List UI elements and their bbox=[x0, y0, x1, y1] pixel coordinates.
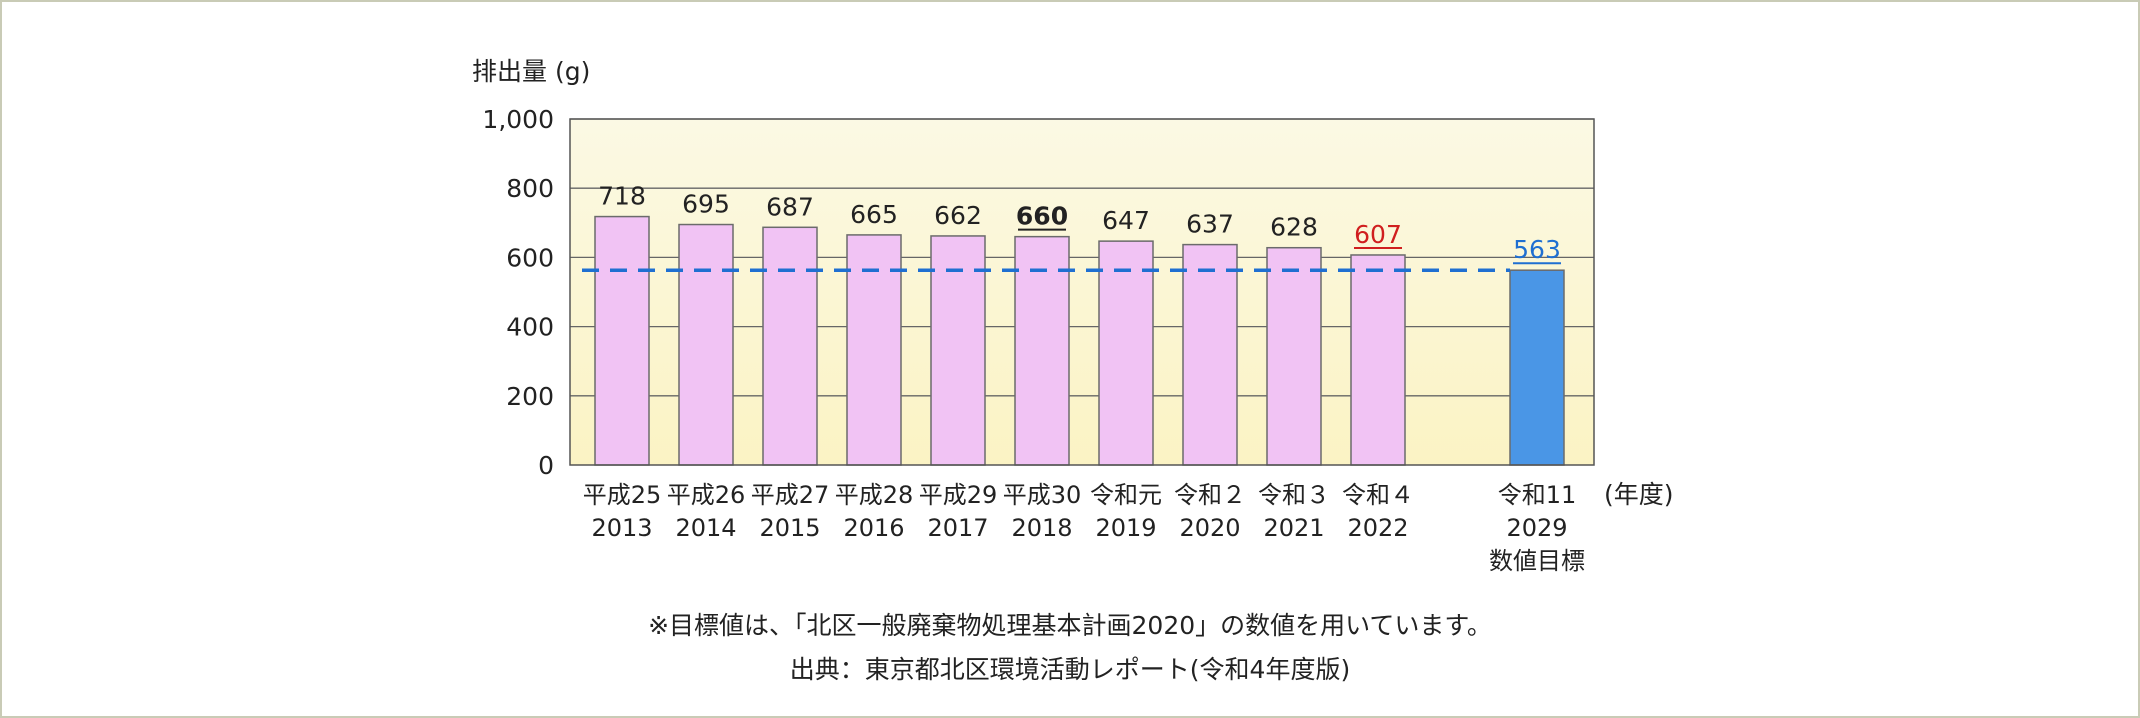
data-label: 628 bbox=[1270, 213, 1318, 242]
x-tick-label: 2017 bbox=[927, 514, 988, 542]
y-tick-label: 200 bbox=[506, 382, 554, 411]
footnote: ※目標値は、「北区一般廃棄物処理基本計画2020」の数値を用いています。 bbox=[648, 611, 1492, 640]
bar bbox=[1182, 243, 1238, 466]
target-bar bbox=[1509, 269, 1565, 466]
x-tick-label: 2020 bbox=[1179, 514, 1240, 542]
bar bbox=[1266, 246, 1322, 466]
x-tick-label: 平成29 bbox=[919, 481, 998, 509]
data-label: 687 bbox=[766, 192, 814, 221]
data-label: 647 bbox=[1102, 206, 1150, 235]
x-tick-label: 令和２ bbox=[1174, 481, 1246, 509]
data-label: 665 bbox=[850, 200, 898, 229]
bar bbox=[1098, 240, 1154, 466]
y-axis-title: 排出量 (g) bbox=[472, 57, 590, 86]
x-tick-label: 2022 bbox=[1347, 514, 1408, 542]
data-label: 607 bbox=[1354, 220, 1402, 249]
x-tick-label: 2015 bbox=[759, 514, 820, 542]
bar bbox=[930, 235, 986, 466]
bar bbox=[594, 215, 650, 466]
x-tick-label: 令和４ bbox=[1342, 481, 1414, 509]
x-tick-label: 平成27 bbox=[751, 481, 830, 509]
x-tick-label: 2021 bbox=[1263, 514, 1324, 542]
x-tick-label: 平成30 bbox=[1003, 481, 1082, 509]
data-label: 563 bbox=[1513, 235, 1561, 264]
y-tick-label: 400 bbox=[506, 313, 554, 342]
plot-area bbox=[570, 119, 1594, 465]
x-tick-label: 平成25 bbox=[583, 481, 662, 509]
x-tick-label: 平成28 bbox=[835, 481, 914, 509]
x-tick-label: 2016 bbox=[843, 514, 904, 542]
bar bbox=[1350, 254, 1406, 466]
x-tick-label: 令和元 bbox=[1090, 481, 1162, 509]
plot-border bbox=[569, 118, 1595, 466]
bar bbox=[678, 223, 734, 466]
bar bbox=[762, 226, 818, 466]
x-tick-label: 令和11 bbox=[1498, 481, 1577, 509]
y-tick-label: 600 bbox=[506, 243, 554, 272]
source-note: 出典：東京都北区環境活動レポート(令和4年度版) bbox=[789, 655, 1351, 684]
bar bbox=[846, 234, 902, 466]
x-axis-title: (年度) bbox=[1604, 480, 1674, 509]
data-label: 695 bbox=[682, 190, 730, 219]
x-tick-label: 2018 bbox=[1011, 514, 1072, 542]
x-tick-label: 平成26 bbox=[667, 481, 746, 509]
data-label: 637 bbox=[1186, 210, 1234, 239]
y-tick-label: 0 bbox=[538, 451, 554, 480]
data-label: 660 bbox=[1016, 202, 1068, 231]
x-tick-label: 2014 bbox=[675, 514, 736, 542]
x-tick-label: 2029 bbox=[1506, 514, 1567, 542]
y-tick-label: 800 bbox=[506, 174, 554, 203]
x-tick-label: 2013 bbox=[591, 514, 652, 542]
x-tick-label: 令和３ bbox=[1258, 481, 1330, 509]
x-tick-label: 数値目標 bbox=[1489, 547, 1585, 575]
data-label: 662 bbox=[934, 201, 982, 230]
bar bbox=[1014, 235, 1070, 466]
y-tick-label: 1,000 bbox=[482, 105, 554, 134]
data-label: 718 bbox=[598, 182, 646, 211]
x-tick-label: 2019 bbox=[1095, 514, 1156, 542]
